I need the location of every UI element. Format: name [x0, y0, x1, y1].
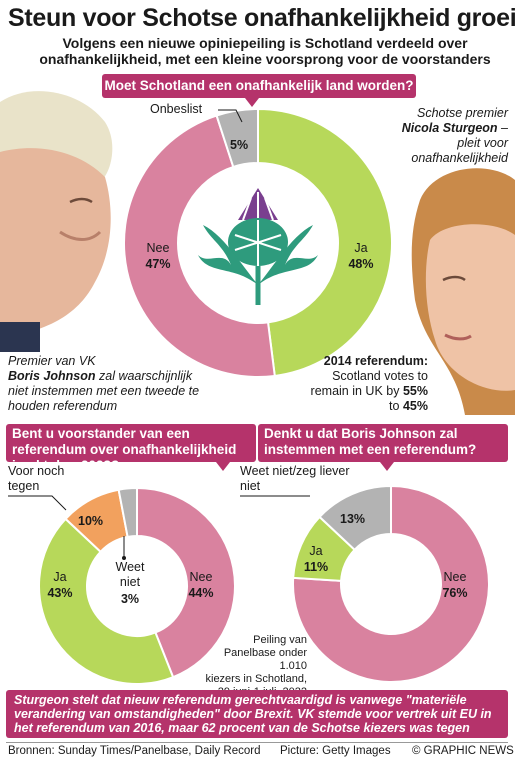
poll-note-line3: kiezers in Schotland, — [205, 673, 308, 685]
question-2-banner: Bent u voorstander van een referendum ov… — [6, 424, 256, 473]
poll-note-line1: Peiling van — [253, 634, 307, 646]
boris-johnson-photo — [0, 82, 120, 352]
referendum-2014-note: 2014 referendum: Scotland votes to remai… — [300, 354, 428, 414]
chart1-nee-value: 47% — [145, 257, 171, 271]
chart2-ja-value: 43% — [47, 586, 73, 600]
voor-noch-tegen-label: Voor noch tegen — [8, 464, 65, 493]
question-1-banner: Moet Schotland een onafhankelijk land wo… — [102, 74, 416, 98]
weet-niet-leader-line — [122, 536, 126, 560]
nicola-sturgeon-photo — [405, 160, 515, 415]
page-title: Steun voor Schotse onafhankelijkheid gro… — [8, 4, 515, 32]
sources: Bronnen: Sunday Times/Panelbase, Daily R… — [8, 745, 261, 757]
chart3-ja-label: Ja — [309, 544, 323, 558]
question-3-banner: Denkt u dat Boris Johnson zal instemmen … — [258, 424, 508, 462]
question-3-pointer — [380, 462, 394, 471]
picture-credit: Picture: Getty Images — [280, 745, 391, 757]
graphic-news-credit: © GRAPHIC NEWS — [412, 745, 514, 757]
johnson-caption: Premier van VK Boris Johnson zal waarsch… — [8, 354, 203, 414]
chart2-slice-weet-niet — [117, 486, 138, 539]
poll-note-line2: Panelbase onder 1.010 — [223, 647, 307, 672]
voor-noch-tegen-leader-line — [8, 495, 67, 511]
chart1-ja-label: Ja — [354, 241, 368, 255]
question-2-pointer — [216, 462, 230, 471]
referendum-2014-pct2: 45% — [402, 399, 428, 413]
chart3-slice-nee — [292, 484, 490, 683]
johnson-consent-donut-chart — [292, 484, 490, 683]
footer-divider — [6, 742, 508, 743]
johnson-name: Boris Johnson — [8, 369, 96, 383]
independence-donut-chart — [123, 107, 393, 378]
chart2-voor-noch-tegen-value: 10% — [78, 514, 104, 528]
chart1-nee-label: Nee — [146, 241, 170, 255]
question-1-pointer — [245, 98, 259, 107]
sturgeon-caption-rest: – pleit voor onafhankelijkheid — [411, 121, 508, 165]
chart1-slice-onbeslist — [215, 107, 259, 169]
referendum-2014-mid: to — [389, 399, 400, 413]
johnson-caption-rest: zal waarschijnlijk niet instemmen met ee… — [8, 369, 200, 413]
chart2-slice-ja — [38, 517, 175, 685]
chart1-slice-ja — [257, 107, 393, 378]
chart2-nee-label: Nee — [189, 570, 213, 584]
chart2-slice-nee — [136, 486, 236, 679]
referendum-2023-donut-chart — [38, 486, 236, 685]
sturgeon-caption-line1: Schotse premier — [416, 106, 508, 120]
scottish-thistle-icon — [198, 188, 318, 305]
chart2-nee-value: 44% — [188, 586, 214, 600]
chart2-weet-niet-value: 3% — [120, 592, 140, 606]
chart3-ja-value: 11% — [303, 560, 329, 574]
onbeslist-leader-line — [218, 109, 243, 123]
sturgeon-caption: Schotse premier Nicola Sturgeon – pleit … — [380, 106, 508, 166]
chart3-nee-value: 76% — [442, 586, 468, 600]
chart2-ja-label: Ja — [53, 570, 67, 584]
referendum-2014-pct1: 55% — [402, 384, 428, 398]
onbeslist-label: Onbeslist — [150, 102, 203, 116]
chart1-onbeslist-value: 5% — [230, 138, 249, 152]
chart1-ja-value: 48% — [348, 257, 374, 271]
weet-niet-zeg-liever-niet-label: Weet niet/zeg liever niet — [240, 464, 350, 493]
referendum-2014-text: Scotland votes to remain in UK by — [310, 369, 428, 398]
weet-niet-zeg-liever-niet-leader-line — [240, 495, 310, 497]
chart3-slice-weet-niet-zeg-liever-niet — [318, 484, 392, 552]
page-subtitle: Volgens een nieuwe opiniepeiling is Scho… — [39, 35, 491, 67]
chart1-slice-nee — [123, 114, 276, 378]
sturgeon-name: Nicola Sturgeon — [401, 121, 498, 135]
referendum-2014-label: 2014 referendum: — [323, 354, 428, 368]
footer-note: Sturgeon stelt dat nieuw referendum gere… — [6, 690, 508, 738]
chart3-nee-label: Nee — [443, 570, 467, 584]
johnson-caption-line1: Premier van VK — [8, 354, 96, 368]
chart2-weet-niet-label: Weet niet — [115, 560, 145, 589]
chart3-weet-niet-value: 13% — [340, 512, 366, 526]
